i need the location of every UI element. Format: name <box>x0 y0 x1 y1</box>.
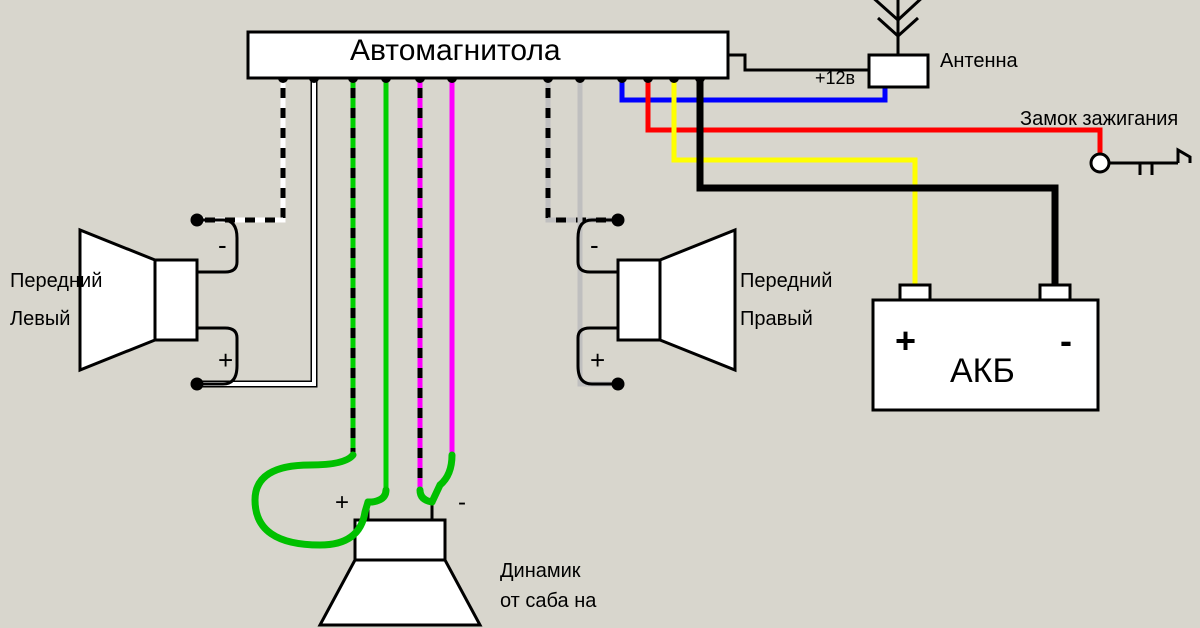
sub-label2: от саба на <box>500 590 596 613</box>
antenna-12v-label: +12в <box>815 68 855 89</box>
fr-label1: Передний <box>740 270 832 293</box>
sub-minus: - <box>458 489 466 516</box>
fl-minus: - <box>218 230 227 261</box>
fl-label2: Левый <box>10 308 70 331</box>
fr-plus: + <box>590 345 605 376</box>
fl-plus: + <box>218 345 233 376</box>
battery-label: АКБ <box>950 352 1015 391</box>
fl-label1: Передний <box>10 270 102 293</box>
diagram-canvas: + - Автомагнитола Антенна +12в Замок заж… <box>0 0 1200 628</box>
sub-plus: + <box>335 489 349 516</box>
battery-plus: + <box>895 320 916 362</box>
fr-label2: Правый <box>740 308 813 331</box>
sub-label1: Динамик <box>500 560 581 583</box>
head-unit-label: Автомагнитола <box>350 34 561 68</box>
ignition-label: Замок зажигания <box>1020 108 1178 131</box>
battery-minus: - <box>1060 320 1072 362</box>
fr-minus: - <box>590 230 599 261</box>
antenna-label: Антенна <box>940 50 1018 73</box>
